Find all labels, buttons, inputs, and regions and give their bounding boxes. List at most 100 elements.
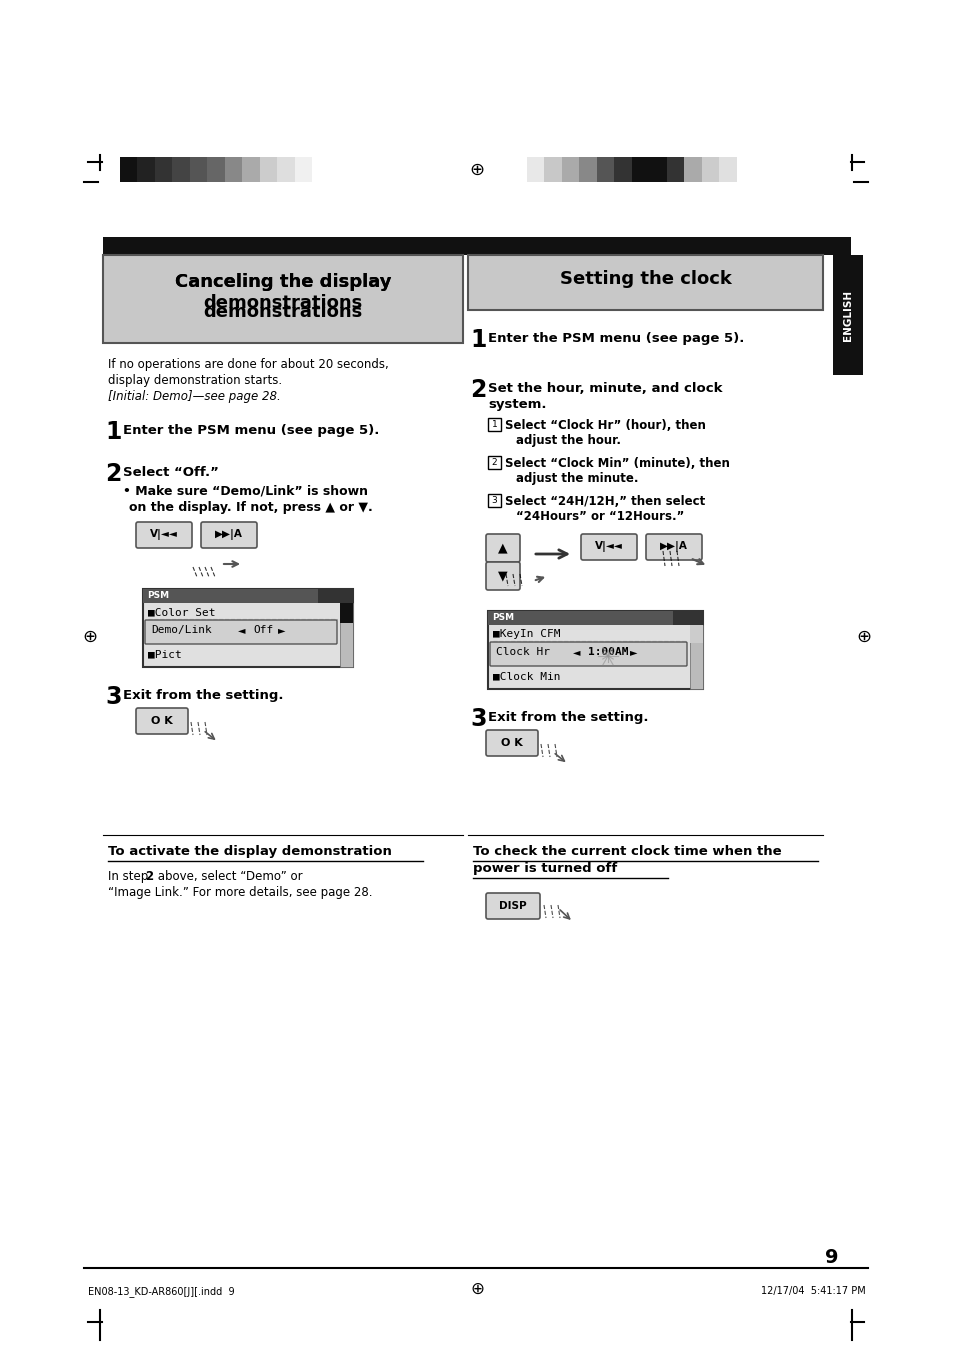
Text: DISP: DISP [498, 901, 526, 911]
Text: Set the hour, minute, and clock: Set the hour, minute, and clock [488, 382, 721, 394]
Text: Exit from the setting.: Exit from the setting. [488, 711, 648, 724]
Text: on the display. If not, press ▲ or ▼.: on the display. If not, press ▲ or ▼. [129, 501, 373, 513]
Text: In step: In step [108, 870, 152, 884]
Text: 9: 9 [824, 1248, 838, 1267]
Bar [277, 157, 294, 182]
Bar [684, 157, 701, 182]
Bar [242, 157, 260, 182]
FancyBboxPatch shape [201, 521, 256, 549]
Text: system.: system. [488, 399, 546, 411]
Bar [597, 157, 614, 182]
Bar [294, 157, 313, 182]
FancyBboxPatch shape [488, 457, 500, 469]
Text: ▶▶|A: ▶▶|A [659, 542, 687, 553]
Bar [649, 157, 666, 182]
Text: Setting the clock: Setting the clock [559, 270, 731, 288]
Text: Canceling the display
demonstrations: Canceling the display demonstrations [174, 273, 391, 312]
Bar [208, 157, 225, 182]
Text: Enter the PSM menu (see page 5).: Enter the PSM menu (see page 5). [123, 424, 379, 436]
Text: Select “Off.”: Select “Off.” [123, 466, 218, 480]
Bar [190, 157, 208, 182]
Bar [172, 157, 190, 182]
Bar [103, 255, 462, 343]
Text: 2: 2 [470, 378, 486, 403]
Text: ▲: ▲ [497, 542, 507, 554]
FancyBboxPatch shape [485, 730, 537, 757]
Bar [614, 157, 631, 182]
Text: “Image Link.” For more details, see page 28.: “Image Link.” For more details, see page… [108, 886, 372, 898]
Text: 2: 2 [145, 870, 153, 884]
Text: 2: 2 [105, 462, 121, 486]
FancyBboxPatch shape [485, 562, 519, 590]
Text: 12/17/04  5:41:17 PM: 12/17/04 5:41:17 PM [760, 1286, 865, 1296]
Bar [544, 157, 561, 182]
Text: [Initial: Demo]—see page 28.: [Initial: Demo]—see page 28. [108, 390, 280, 403]
FancyBboxPatch shape [488, 494, 500, 507]
Text: 3: 3 [470, 707, 486, 731]
Text: V|◄◄: V|◄◄ [595, 542, 622, 553]
Bar [154, 157, 172, 182]
Bar [317, 589, 353, 603]
Text: power is turned off: power is turned off [473, 862, 617, 875]
Text: EN08-13_KD-AR860[J][.indd  9: EN08-13_KD-AR860[J][.indd 9 [88, 1286, 234, 1297]
FancyBboxPatch shape [145, 620, 336, 644]
Text: ENGLISH: ENGLISH [842, 289, 852, 340]
Bar [339, 603, 353, 623]
FancyBboxPatch shape [580, 534, 637, 561]
Bar [578, 157, 597, 182]
Text: • Make sure “Demo/Link” is shown: • Make sure “Demo/Link” is shown [123, 484, 368, 497]
Text: 2: 2 [491, 458, 497, 467]
FancyBboxPatch shape [136, 521, 192, 549]
Bar [719, 157, 737, 182]
Text: Select “24H/12H,” then select: Select “24H/12H,” then select [504, 494, 704, 508]
Bar [313, 157, 330, 182]
Text: ■Color Set: ■Color Set [148, 607, 215, 617]
Text: above, select “Demo” or: above, select “Demo” or [153, 870, 302, 884]
Text: Clock Hr: Clock Hr [496, 647, 550, 657]
Bar [701, 157, 719, 182]
Bar [143, 589, 353, 667]
Text: ⊕: ⊕ [82, 628, 97, 646]
Bar [689, 626, 702, 643]
Text: “24Hours” or “12Hours.”: “24Hours” or “12Hours.” [516, 509, 683, 523]
Text: O K: O K [151, 716, 172, 725]
Bar [488, 611, 702, 689]
Text: 1: 1 [491, 420, 497, 430]
FancyBboxPatch shape [485, 893, 539, 919]
Text: 3: 3 [491, 496, 497, 505]
Bar [689, 626, 702, 689]
Bar [488, 611, 672, 626]
Text: PSM: PSM [492, 613, 514, 623]
FancyBboxPatch shape [136, 708, 188, 734]
Bar [631, 157, 649, 182]
Text: demonstrations: demonstrations [203, 303, 362, 322]
Text: 1:00AM: 1:00AM [587, 647, 628, 657]
Bar [561, 157, 578, 182]
Bar [143, 589, 317, 603]
Text: ▼: ▼ [497, 570, 507, 582]
Text: ▶▶|A: ▶▶|A [214, 530, 243, 540]
Text: If no operations are done for about 20 seconds,: If no operations are done for about 20 s… [108, 358, 388, 372]
Bar [832, 255, 862, 376]
Text: ►: ► [277, 626, 285, 635]
Text: ◄: ◄ [573, 647, 579, 657]
Text: Demo/Link: Demo/Link [151, 626, 212, 635]
Text: ⊕: ⊕ [469, 161, 484, 178]
Text: ◄: ◄ [237, 626, 245, 635]
Text: ■KeyIn CFM: ■KeyIn CFM [493, 630, 560, 639]
Text: Off: Off [253, 626, 273, 635]
Text: Select “Clock Min” (minute), then: Select “Clock Min” (minute), then [504, 457, 729, 470]
Bar [225, 157, 242, 182]
Bar [339, 603, 353, 667]
Text: adjust the hour.: adjust the hour. [516, 434, 620, 447]
Text: O K: O K [500, 738, 522, 748]
Text: ⊕: ⊕ [470, 1279, 483, 1298]
Text: PSM: PSM [147, 592, 169, 600]
Text: To check the current clock time when the: To check the current clock time when the [473, 844, 781, 858]
Bar [666, 157, 684, 182]
Bar [468, 255, 822, 309]
Bar [120, 157, 137, 182]
Text: adjust the minute.: adjust the minute. [516, 471, 638, 485]
Text: To activate the display demonstration: To activate the display demonstration [108, 844, 392, 858]
Text: ►: ► [629, 647, 637, 657]
